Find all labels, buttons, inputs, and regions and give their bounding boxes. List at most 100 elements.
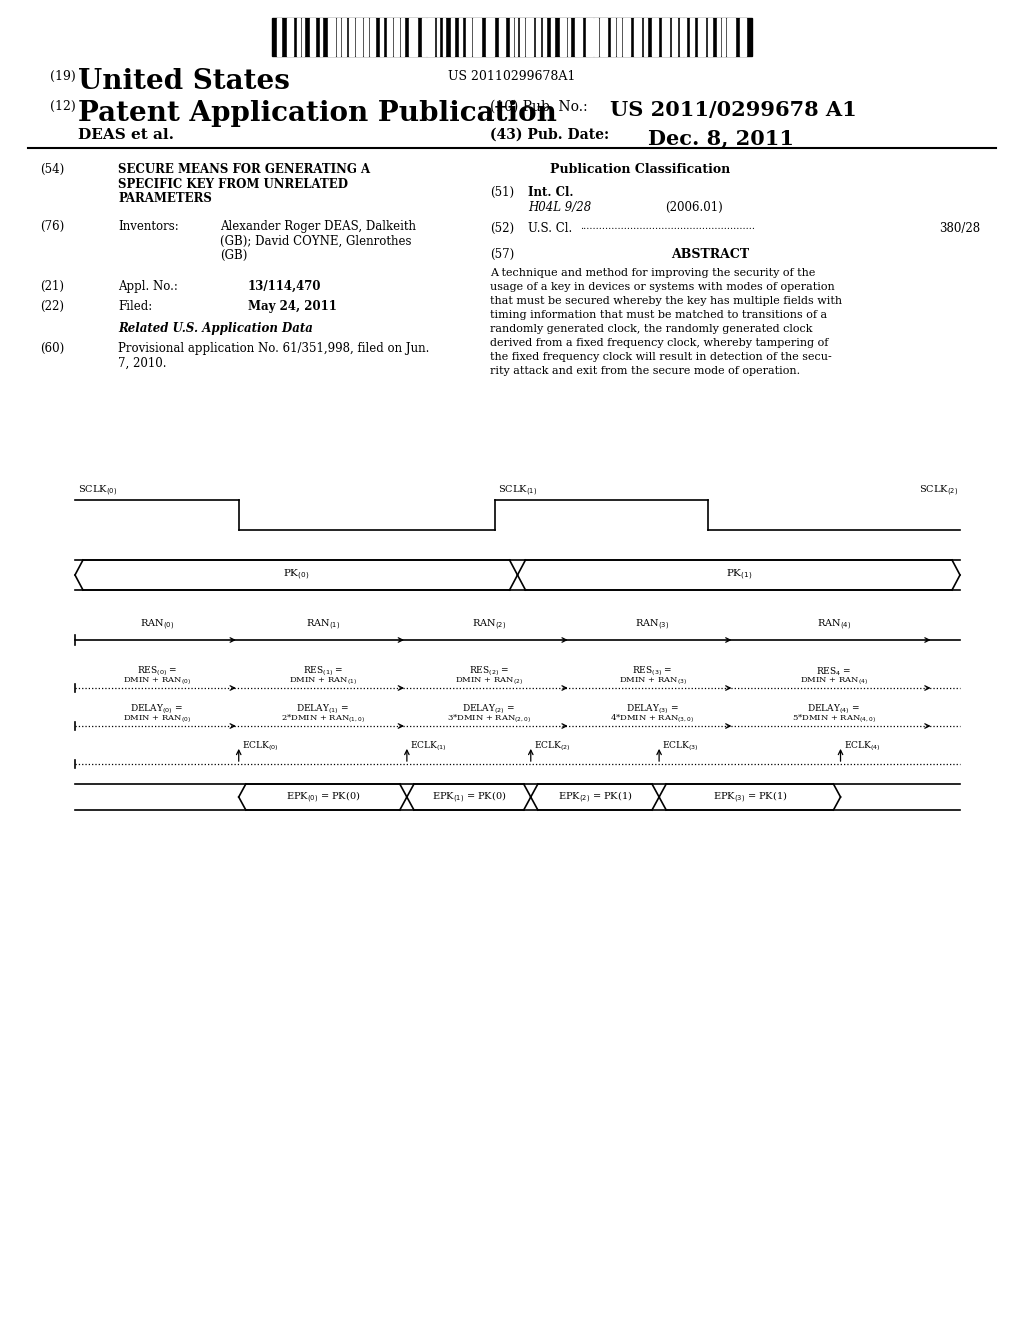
Bar <box>328 18 335 55</box>
Text: ABSTRACT: ABSTRACT <box>671 248 750 261</box>
Text: DELAY$_{(4)}$ =: DELAY$_{(4)}$ = <box>808 702 860 715</box>
Bar <box>690 18 694 55</box>
Text: SPECIFIC KEY FROM UNRELATED: SPECIFIC KEY FROM UNRELATED <box>118 177 348 190</box>
Bar <box>422 18 426 55</box>
Text: SCLK$_{(0)}$: SCLK$_{(0)}$ <box>78 483 117 498</box>
Bar <box>387 18 392 55</box>
Text: RAN$_{(1)}$: RAN$_{(1)}$ <box>306 618 340 632</box>
Text: May 24, 2011: May 24, 2011 <box>248 300 337 313</box>
Text: DMIN + RAN$_{(3)}$: DMIN + RAN$_{(3)}$ <box>618 676 686 686</box>
Text: (10) Pub. No.:: (10) Pub. No.: <box>490 100 588 114</box>
Text: DMIN + RAN$_{(4)}$: DMIN + RAN$_{(4)}$ <box>800 676 867 686</box>
Text: PARAMETERS: PARAMETERS <box>118 191 212 205</box>
Text: RES$_{(3)}$ =: RES$_{(3)}$ = <box>633 664 673 678</box>
Bar <box>684 18 686 55</box>
Text: 5*DMIN + RAN$_{(4,0)}$: 5*DMIN + RAN$_{(4,0)}$ <box>792 713 876 725</box>
Text: EPK$_{(2)}$ = PK(1): EPK$_{(2)}$ = PK(1) <box>558 789 632 805</box>
Bar <box>616 18 621 55</box>
Text: PK$_{(1)}$: PK$_{(1)}$ <box>726 568 752 582</box>
Bar <box>672 18 677 55</box>
Bar <box>680 18 683 55</box>
Bar <box>436 18 439 55</box>
Text: Publication Classification: Publication Classification <box>550 162 730 176</box>
Bar <box>371 18 375 55</box>
Text: Alexander Roger DEAS, Dalkeith: Alexander Roger DEAS, Dalkeith <box>220 220 416 234</box>
Bar <box>644 18 647 55</box>
Bar <box>575 18 582 55</box>
Text: 380/28: 380/28 <box>939 222 980 235</box>
Text: ECLK$_{(4)}$: ECLK$_{(4)}$ <box>844 739 881 752</box>
Text: (GB); David COYNE, Glenrothes: (GB); David COYNE, Glenrothes <box>220 235 412 248</box>
Text: randomly generated clock, the randomly generated clock: randomly generated clock, the randomly g… <box>490 323 812 334</box>
Text: ........................................................: ........................................… <box>580 222 755 231</box>
Text: RAN$_{(0)}$: RAN$_{(0)}$ <box>140 618 174 632</box>
Bar <box>722 18 725 55</box>
Text: RES$_{(2)}$ =: RES$_{(2)}$ = <box>469 664 509 678</box>
Text: DELAY$_{(0)}$ =: DELAY$_{(0)}$ = <box>130 702 183 715</box>
Bar <box>634 18 641 55</box>
Bar <box>393 18 399 55</box>
Text: DMIN + RAN$_{(0)}$: DMIN + RAN$_{(0)}$ <box>123 713 190 725</box>
Text: (GB): (GB) <box>220 249 248 261</box>
Bar <box>278 18 282 55</box>
Bar <box>526 18 534 55</box>
Bar <box>364 18 368 55</box>
Text: 2*DMIN + RAN$_{(1,0)}$: 2*DMIN + RAN$_{(1,0)}$ <box>281 713 365 725</box>
Text: RES$_{(1)}$ =: RES$_{(1)}$ = <box>303 664 343 678</box>
Text: DELAY$_{(1)}$ =: DELAY$_{(1)}$ = <box>296 702 349 715</box>
Text: 7, 2010.: 7, 2010. <box>118 356 167 370</box>
Text: RAN$_{(3)}$: RAN$_{(3)}$ <box>636 618 670 632</box>
Bar <box>560 18 566 55</box>
Bar <box>739 18 745 55</box>
Bar <box>698 18 706 55</box>
Text: Provisional application No. 61/351,998, filed on Jun.: Provisional application No. 61/351,998, … <box>118 342 429 355</box>
Text: (51): (51) <box>490 186 514 199</box>
Text: rity attack and exit from the secure mode of operation.: rity attack and exit from the secure mod… <box>490 366 800 376</box>
Bar <box>651 18 658 55</box>
Text: (12): (12) <box>50 100 76 114</box>
Text: RAN$_{(4)}$: RAN$_{(4)}$ <box>817 618 851 632</box>
Bar <box>551 18 554 55</box>
Bar <box>310 18 315 55</box>
Text: Related U.S. Application Data: Related U.S. Application Data <box>118 322 313 335</box>
Text: US 20110299678A1: US 20110299678A1 <box>449 70 575 83</box>
Text: EPK$_{(0)}$ = PK(0): EPK$_{(0)}$ = PK(0) <box>286 789 360 805</box>
Text: (52): (52) <box>490 222 514 235</box>
Bar <box>510 18 513 55</box>
Text: Filed:: Filed: <box>118 300 153 313</box>
Bar <box>587 18 593 55</box>
Text: (43) Pub. Date:: (43) Pub. Date: <box>490 128 609 143</box>
Bar <box>568 18 570 55</box>
Text: DMIN + RAN$_{(1)}$: DMIN + RAN$_{(1)}$ <box>289 676 356 686</box>
Text: (2006.01): (2006.01) <box>665 201 723 214</box>
Bar <box>410 18 417 55</box>
Bar <box>342 18 346 55</box>
Bar <box>459 18 463 55</box>
Text: ECLK$_{(3)}$: ECLK$_{(3)}$ <box>663 739 698 752</box>
Text: DMIN + RAN$_{(2)}$: DMIN + RAN$_{(2)}$ <box>455 676 522 686</box>
Bar <box>337 18 340 55</box>
Text: 4*DMIN + RAN$_{(3,0)}$: 4*DMIN + RAN$_{(3,0)}$ <box>610 713 694 725</box>
Bar <box>611 18 615 55</box>
Bar <box>297 18 300 55</box>
Bar <box>356 18 362 55</box>
Bar <box>624 18 630 55</box>
Bar <box>544 18 547 55</box>
Text: A technique and method for improving the security of the: A technique and method for improving the… <box>490 268 815 279</box>
Bar <box>594 18 598 55</box>
Text: RAN$_{(2)}$: RAN$_{(2)}$ <box>472 618 506 632</box>
Text: DELAY$_{(2)}$ =: DELAY$_{(2)}$ = <box>462 702 515 715</box>
Bar <box>466 18 471 55</box>
Bar <box>473 18 481 55</box>
Text: EPK$_{(1)}$ = PK(0): EPK$_{(1)}$ = PK(0) <box>432 789 506 805</box>
Text: H04L 9/28: H04L 9/28 <box>528 201 591 214</box>
Text: 3*DMIN + RAN$_{(2,0)}$: 3*DMIN + RAN$_{(2,0)}$ <box>446 713 530 725</box>
Bar <box>380 18 383 55</box>
Bar <box>727 18 735 55</box>
Text: US 2011/0299678 A1: US 2011/0299678 A1 <box>610 100 857 120</box>
Text: SECURE MEANS FOR GENERATING A: SECURE MEANS FOR GENERATING A <box>118 162 370 176</box>
Text: RES$_{4}$ =: RES$_{4}$ = <box>816 665 852 678</box>
Text: timing information that must be matched to transitions of a: timing information that must be matched … <box>490 310 827 319</box>
Bar <box>287 18 294 55</box>
Bar <box>443 18 445 55</box>
